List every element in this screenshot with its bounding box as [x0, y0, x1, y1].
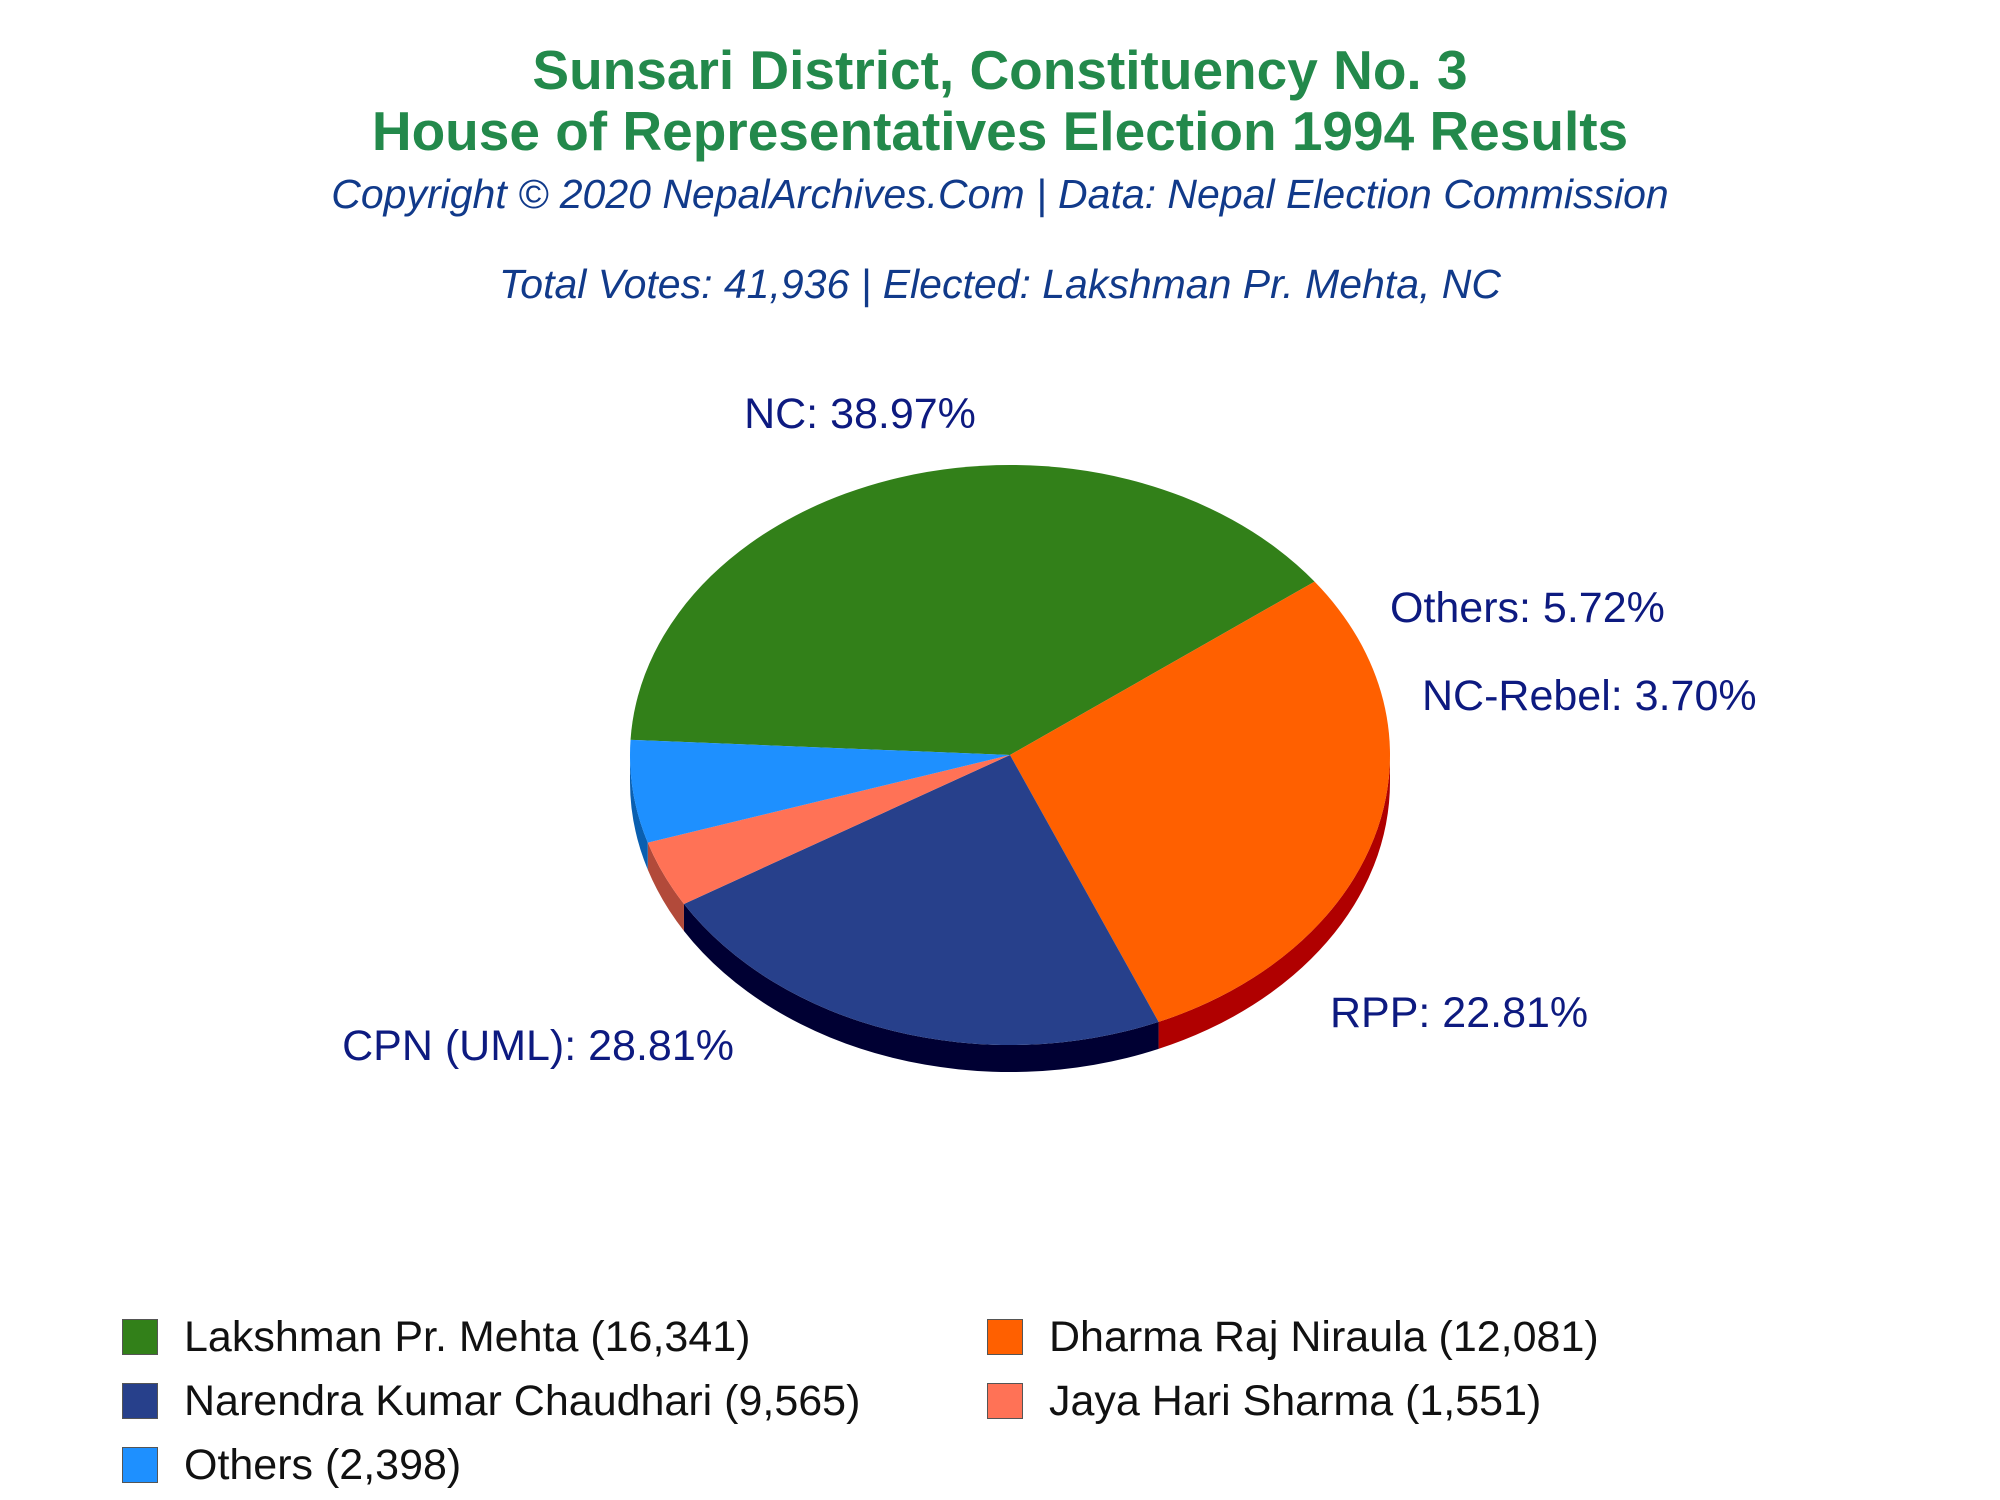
legend-label: Others (2,398) [184, 1440, 462, 1489]
pie-slice-side [630, 755, 648, 870]
legend-swatch [987, 1383, 1023, 1419]
pie-slice-side [683, 903, 1159, 1072]
pie-slice-others [630, 739, 1010, 843]
pie-slice-cpn-uml [1010, 581, 1391, 1022]
pie-slice-side [1158, 755, 1390, 1049]
legend-label: Dharma Raj Niraula (12,081) [1049, 1312, 1599, 1361]
pie-slice-side [647, 842, 684, 931]
legend-swatch [987, 1319, 1023, 1355]
chart-header: Sunsari District, Constituency No. 3 Hou… [0, 40, 2000, 309]
pie-slice-label: CPN (UML): 28.81% [342, 1022, 734, 1070]
legend-label: Lakshman Pr. Mehta (16,341) [184, 1312, 751, 1361]
pie-slice-label: NC: 38.97% [744, 390, 976, 438]
legend-item: Others (2,398) [122, 1433, 461, 1497]
chart-title-line1: Sunsari District, Constituency No. 3 [532, 39, 1468, 101]
legend-item: Dharma Raj Niraula (12,081) [987, 1305, 1599, 1369]
legend-item: Jaya Hari Sharma (1,551) [987, 1369, 1541, 1433]
copyright-line: Copyright © 2020 NepalArchives.Com | Dat… [331, 171, 1669, 217]
pie-slice-label: Others: 5.72% [1390, 584, 1665, 632]
pie-chart: NC: 38.97% CPN (UML): 28.81% RPP: 22.81% NC… [342, 390, 1757, 1072]
pie-slice-label: RPP: 22.81% [1330, 989, 1588, 1037]
chart-title-line2: House of Representatives Election 1994 R… [371, 100, 1629, 162]
totals-line: Total Votes: 41,936 | Elected: Lakshman … [498, 261, 1502, 307]
legend-label: Jaya Hari Sharma (1,551) [1049, 1376, 1542, 1425]
pie-slice-nc [630, 464, 1315, 755]
legend-label: Narendra Kumar Chaudhari (9,565) [184, 1376, 861, 1425]
legend-swatch [122, 1447, 158, 1483]
pie-slice-rpp [683, 755, 1159, 1045]
legend-swatch [122, 1383, 158, 1419]
pie-slice-label: NC-Rebel: 3.70% [1422, 672, 1757, 720]
legend-swatch [122, 1319, 158, 1355]
legend-item: Lakshman Pr. Mehta (16,341) [122, 1305, 750, 1369]
legend-item: Narendra Kumar Chaudhari (9,565) [122, 1369, 860, 1433]
pie-slice-nc-rebel [647, 755, 1010, 904]
